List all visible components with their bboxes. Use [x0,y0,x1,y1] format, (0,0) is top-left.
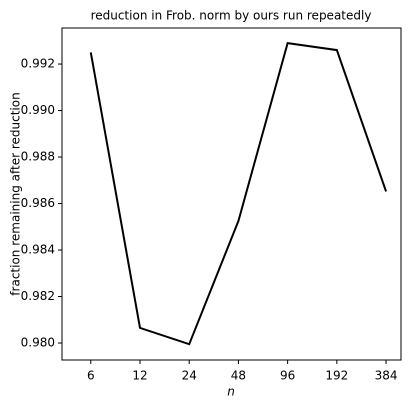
data-line [89,41,387,346]
y-tick-label: 0.992 [21,57,55,71]
x-tick-label: 6 [87,369,95,383]
y-tick-label: 0.988 [21,150,55,164]
y-tick-label: 0.990 [21,103,55,117]
x-tick-label: 384 [375,369,398,383]
x-tick-label: 12 [132,369,147,383]
chart-title: reduction in Frob. norm by ours run repe… [91,9,372,23]
x-tick-label: 96 [280,369,295,383]
x-tick-label: 48 [231,369,246,383]
x-tick-label: 24 [182,369,197,383]
plot-frame [61,27,402,361]
y-tick-label: 0.980 [21,336,55,350]
x-axis-label: n [227,385,235,399]
y-axis-label: fraction remaining after reduction [9,92,23,295]
y-tick-label: 0.986 [21,196,55,210]
x-tick-label: 192 [325,369,348,383]
y-tick-label: 0.982 [21,289,55,303]
y-tick-label: 0.984 [21,243,55,257]
